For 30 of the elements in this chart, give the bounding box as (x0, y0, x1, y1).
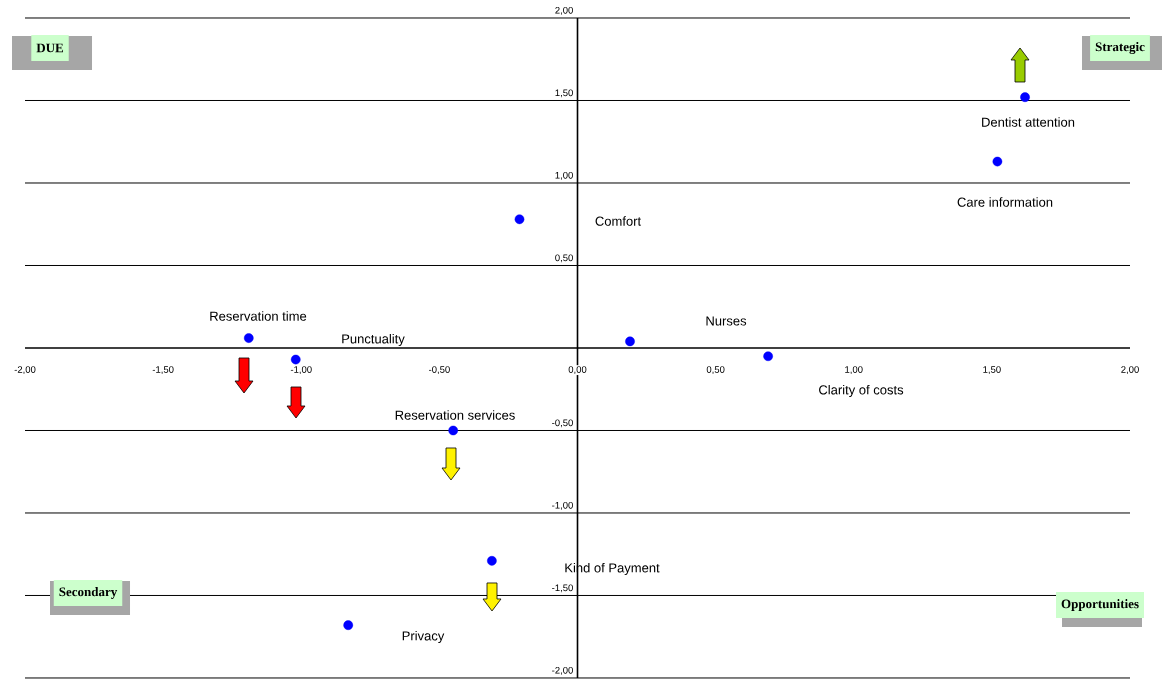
x-tick-label: -2,00 (14, 366, 36, 375)
x-tick-label: -1,50 (152, 366, 174, 375)
annotation: Nurses (706, 316, 747, 326)
annotation: Clarity of costs (819, 384, 904, 398)
x-tick-label: -1,00 (290, 366, 312, 375)
x-tick-label: 1,00 (845, 366, 863, 375)
annotation: Reservation time (210, 311, 307, 321)
annotation: Secondary (59, 587, 118, 599)
x-tick-label: 2,00 (1121, 366, 1139, 375)
y-tick-label: -0,50 (552, 419, 573, 428)
x-tick-label: -0,50 (428, 366, 450, 375)
x-tick-label: 0,00 (568, 366, 587, 375)
y-tick-label: 2,00 (555, 6, 573, 15)
x-tick-label: 1,50 (983, 366, 1001, 375)
annotation: Punctuality (342, 333, 405, 347)
y-tick-label: -2,00 (552, 666, 573, 675)
y-tick-label: 0,50 (555, 254, 573, 263)
annotation: Strategic (1095, 42, 1145, 54)
annotation: Privacy (402, 630, 445, 644)
x-tick-label: 0,50 (706, 366, 725, 375)
y-tick-label: -1,00 (552, 501, 573, 510)
annotation: Opportunities (1061, 599, 1139, 611)
annotation: Dentist attention (982, 117, 1075, 127)
y-tick-label: 1,00 (555, 171, 573, 180)
y-tick-label: 1,50 (555, 89, 573, 98)
annotation: DUE (36, 43, 64, 53)
annotation: Comfort (595, 216, 642, 226)
annotation: Care information (957, 197, 1053, 207)
annotation: Reservation services (395, 410, 515, 420)
y-tick-label: -1,50 (552, 584, 573, 593)
